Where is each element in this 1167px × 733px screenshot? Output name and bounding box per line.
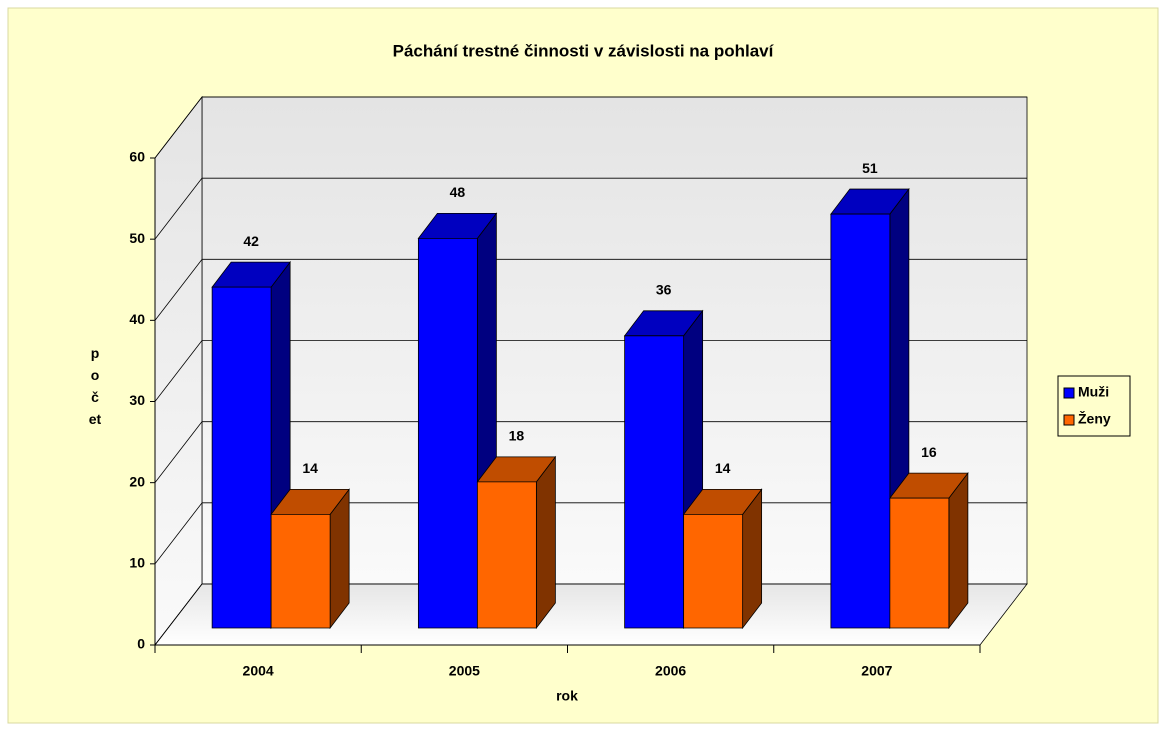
grid-line — [154, 583, 203, 646]
bar-front — [683, 513, 744, 629]
grid-line — [154, 421, 203, 483]
bar-front — [417, 237, 478, 629]
y-tick-label: 0 — [137, 636, 145, 652]
data-label: 14 — [715, 460, 731, 476]
y-axis-label: počet — [88, 345, 102, 427]
grid-line — [154, 259, 203, 321]
y-tick-label: 10 — [129, 555, 145, 571]
bar — [476, 455, 557, 630]
bar-front — [476, 481, 537, 629]
bar-front — [211, 286, 272, 629]
grid-line — [154, 502, 203, 565]
data-label: 51 — [862, 160, 878, 176]
bar-side — [535, 455, 556, 630]
y-tick-label: 60 — [129, 149, 145, 165]
x-tick-label: 2005 — [449, 663, 480, 679]
legend-label: Muži — [1078, 384, 1109, 400]
data-label: 14 — [302, 460, 318, 476]
data-label: 18 — [509, 428, 525, 444]
x-axis-label: rok — [556, 688, 578, 704]
y-tick-label: 50 — [129, 230, 145, 246]
bar-front — [889, 497, 950, 629]
bar-front — [830, 213, 891, 629]
data-label: 36 — [656, 282, 672, 298]
legend-label: Ženy — [1078, 410, 1111, 427]
bar — [889, 471, 969, 630]
data-label: 42 — [243, 233, 259, 249]
y-tick-label: 30 — [129, 392, 145, 408]
bar-front — [270, 513, 331, 629]
y-tick-label: 40 — [129, 311, 145, 327]
bar — [682, 488, 763, 630]
data-label: 48 — [450, 184, 466, 200]
x-tick-label: 2004 — [243, 663, 274, 679]
bar — [270, 488, 350, 630]
legend-swatch — [1063, 387, 1075, 399]
grid-line — [154, 177, 203, 240]
bar-front — [624, 335, 685, 629]
bar-side — [948, 471, 969, 630]
x-tick-label: 2007 — [861, 663, 892, 679]
y-tick-label: 20 — [129, 473, 145, 489]
legend-box — [1057, 375, 1131, 437]
x-tick-label: 2006 — [655, 663, 686, 679]
grid-line — [154, 96, 203, 159]
data-label: 16 — [921, 444, 937, 460]
legend-swatch — [1063, 414, 1075, 426]
chart-title: Páchání trestné činnosti v závislosti na… — [393, 41, 775, 60]
grid-line — [154, 340, 203, 402]
